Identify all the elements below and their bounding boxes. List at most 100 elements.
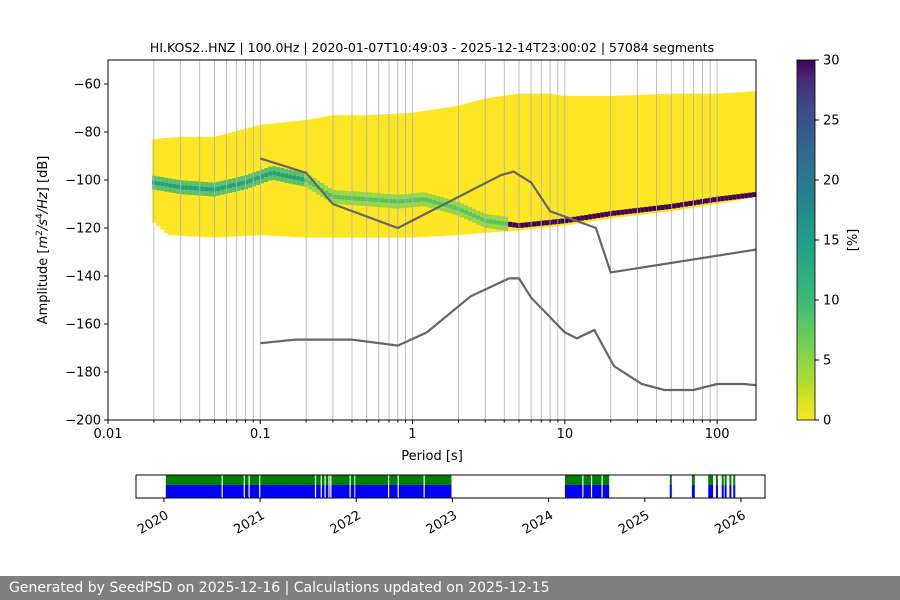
density-core (500, 221, 505, 226)
density-core (180, 185, 185, 190)
density-ridge (712, 197, 717, 203)
timeline-available-block (729, 485, 732, 498)
density-core (504, 221, 509, 226)
density-column (688, 93, 693, 209)
density-core (408, 198, 413, 203)
x-tick-label: 1 (408, 427, 416, 442)
density-column (496, 96, 501, 232)
colorbar-tick-label: 20 (823, 174, 840, 189)
density-core (380, 198, 385, 203)
density-core (400, 199, 405, 204)
timeline-tick-label: 2021 (231, 508, 267, 538)
density-core (484, 218, 489, 223)
density-core (396, 199, 401, 204)
density-layer (152, 91, 757, 238)
density-column (652, 94, 657, 214)
timeline-processed-block (669, 475, 672, 485)
density-core (428, 198, 433, 203)
timeline-processed-block (724, 475, 727, 485)
density-core (168, 183, 173, 188)
density-core (308, 180, 313, 185)
density-column (316, 117, 321, 238)
density-ridge (600, 212, 605, 218)
density-ridge (640, 207, 645, 213)
density-core (172, 184, 177, 189)
density-core (204, 187, 209, 192)
timeline-gap (582, 475, 584, 498)
density-ridge (528, 221, 533, 227)
density-column (564, 96, 569, 226)
plot-frame (107, 59, 757, 421)
density-column (452, 106, 457, 236)
density-column (580, 96, 585, 223)
density-core (480, 217, 485, 222)
x-tick-label: 0.1 (250, 427, 271, 442)
density-column (348, 115, 353, 238)
density-ridge (688, 200, 693, 206)
reference-curves (259, 157, 757, 392)
colorbar-label: [%] (846, 229, 861, 252)
density-core (216, 186, 221, 191)
density-core (200, 186, 205, 191)
density-column (596, 96, 601, 221)
timeline-gap (349, 475, 351, 498)
density-core (468, 212, 473, 217)
timeline-available-block (708, 485, 714, 498)
timeline-tick-label: 2023 (424, 508, 460, 538)
timeline-gap (328, 475, 330, 498)
density-column (696, 93, 701, 207)
density-column (432, 109, 437, 237)
density-column (468, 102, 473, 235)
density-ridge (576, 216, 581, 222)
density-core (376, 198, 381, 203)
density-column (644, 94, 649, 215)
density-column (408, 112, 413, 238)
density-column (520, 93, 525, 231)
density-core (192, 186, 197, 191)
density-core (404, 198, 409, 203)
density-column (684, 93, 689, 209)
density-core (176, 184, 181, 189)
colorbar-tick-label: 30 (823, 54, 840, 69)
timeline-processed-block (691, 475, 695, 485)
timeline-available-block (355, 485, 452, 498)
density-ridge (624, 209, 629, 215)
density-column (720, 93, 725, 204)
density-core (244, 180, 249, 185)
density-column (336, 115, 341, 238)
psd-chart: HI.KOS2..HNZ | 100.0Hz | 2020-01-07T10:4… (35, 40, 861, 538)
density-core (300, 177, 305, 182)
density-column (752, 91, 757, 198)
density-column (668, 93, 673, 212)
density-core (184, 185, 189, 190)
density-column (500, 95, 505, 232)
density-column (492, 97, 497, 233)
density-column (556, 94, 561, 227)
y-tick-label: −160 (65, 318, 101, 333)
timeline-gap (397, 475, 399, 498)
density-core (420, 197, 425, 202)
density-core (268, 171, 273, 176)
density-column (464, 103, 469, 235)
density-ridge (648, 206, 653, 212)
density-column (672, 93, 677, 211)
density-core (384, 198, 389, 203)
density-column (660, 93, 665, 213)
timeline-frame (135, 474, 766, 499)
footer-bar: Generated by SeedPSD on 2025-12-16 | Cal… (0, 576, 900, 600)
density-core (196, 186, 201, 191)
density-column (560, 95, 565, 226)
density-column (388, 113, 393, 238)
density-core (312, 183, 317, 188)
density-ridge (580, 215, 585, 221)
density-core (448, 204, 453, 209)
density-core (252, 177, 257, 182)
density-core (328, 193, 333, 198)
density-ridge (716, 196, 721, 202)
timeline-available-block (721, 485, 724, 498)
density-core (368, 197, 373, 202)
density-ridge (744, 193, 749, 199)
density-column (352, 115, 357, 238)
density-ridge (664, 204, 669, 210)
density-core (324, 190, 329, 195)
